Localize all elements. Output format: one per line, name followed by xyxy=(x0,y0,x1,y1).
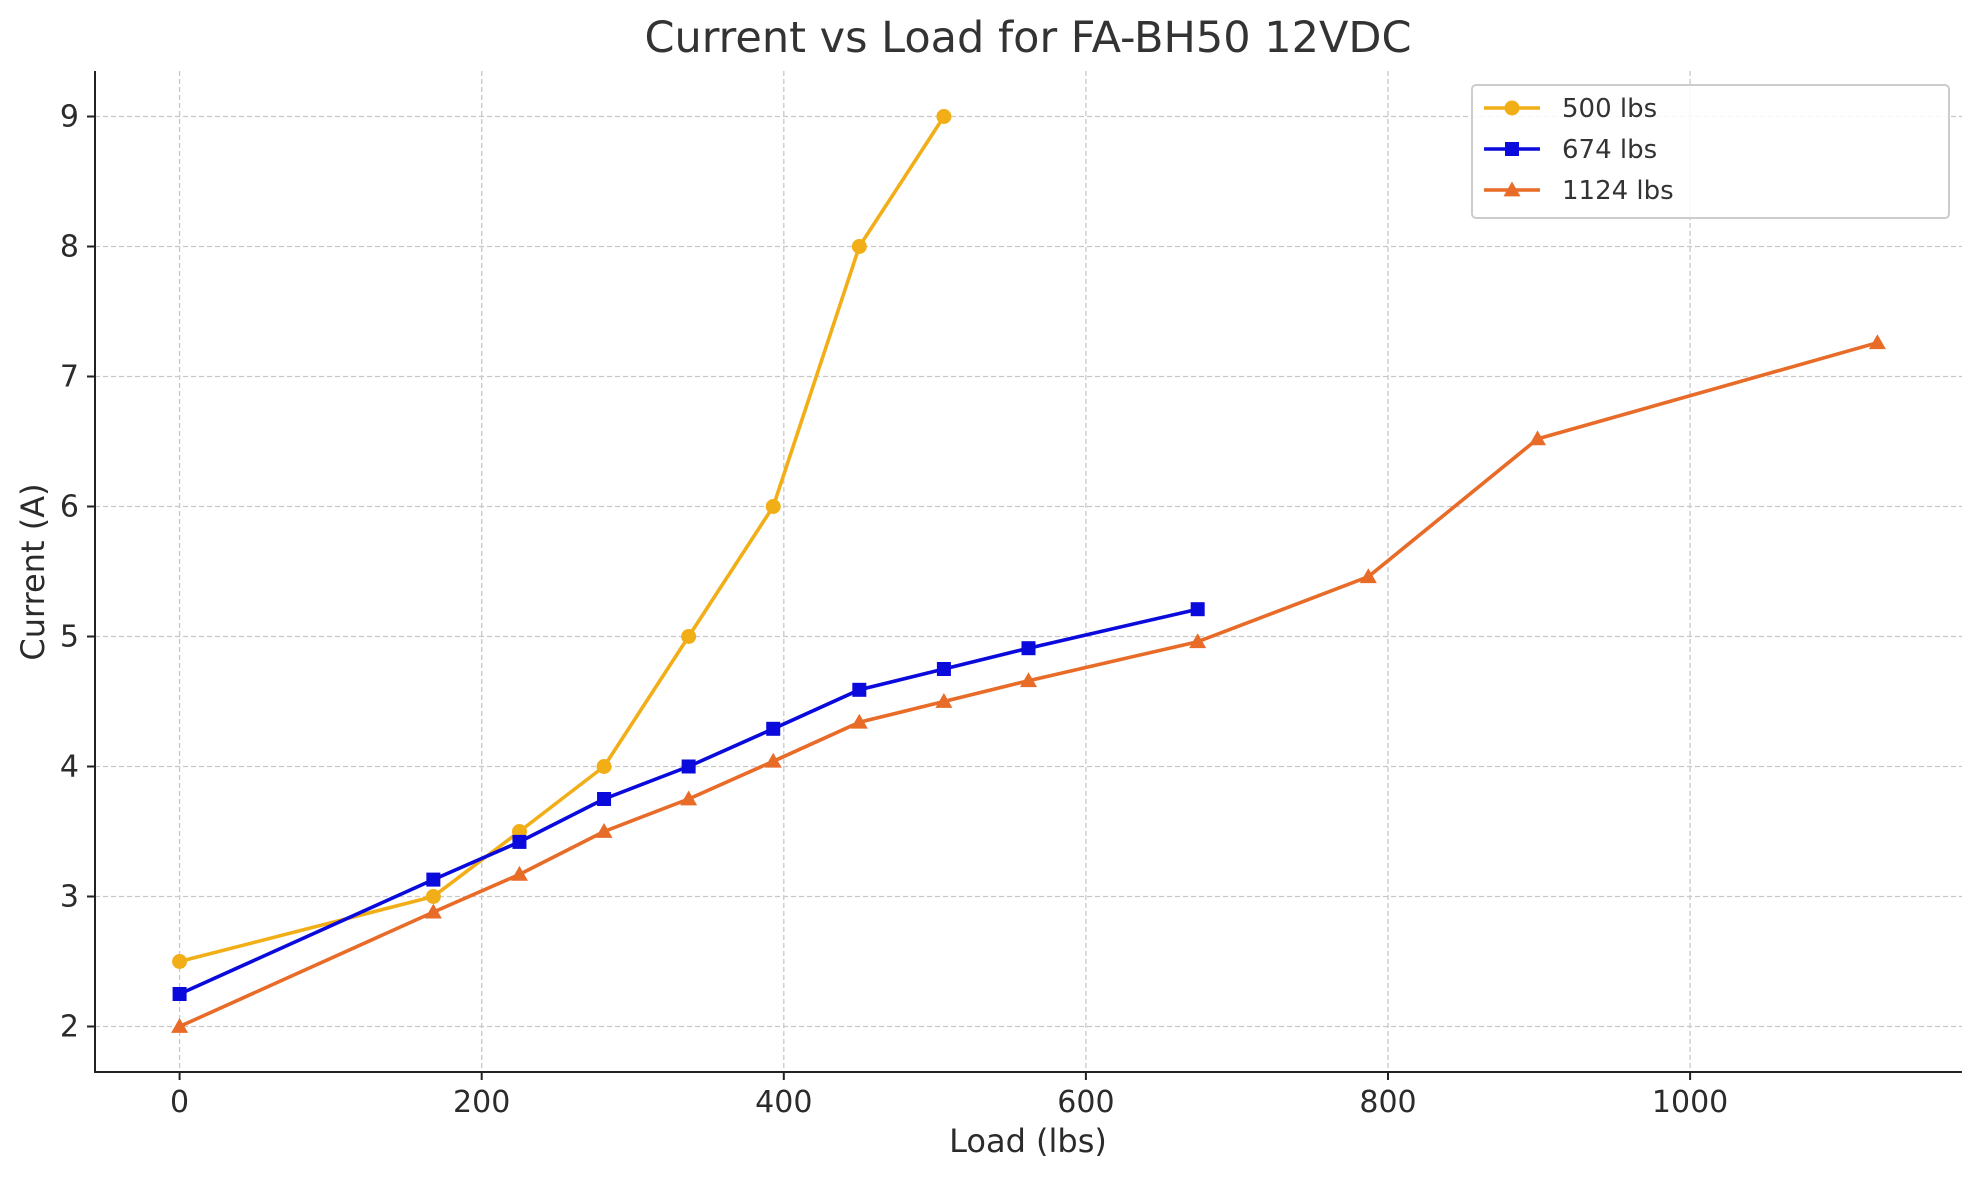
data-point xyxy=(764,752,782,768)
data-point xyxy=(850,713,868,729)
legend-label: 674 lbs xyxy=(1562,135,1657,165)
y-tick-label: 6 xyxy=(60,490,79,525)
series-line xyxy=(178,607,1199,996)
y-axis-label: Current (A) xyxy=(14,483,52,660)
data-point xyxy=(935,693,953,708)
x-tick-label: 0 xyxy=(170,1085,189,1120)
data-point xyxy=(425,889,441,904)
data-point xyxy=(595,823,613,838)
legend-marker xyxy=(1505,142,1519,156)
x-axis-label: Load (lbs) xyxy=(949,1122,1107,1160)
series-line xyxy=(179,115,946,964)
data-point xyxy=(1021,641,1036,656)
legend-label: 1124 lbs xyxy=(1562,176,1674,206)
series-1 xyxy=(172,109,952,969)
data-point xyxy=(1868,334,1886,350)
x-tick-label: 400 xyxy=(755,1085,812,1120)
y-tick-label: 2 xyxy=(60,1010,79,1045)
data-point xyxy=(1189,633,1207,649)
data-point xyxy=(596,759,612,774)
data-point xyxy=(426,872,441,887)
data-point xyxy=(172,954,188,969)
data-point xyxy=(681,759,696,774)
legend-item: 500 lbs xyxy=(1484,94,1657,124)
x-tick-label: 800 xyxy=(1359,1085,1416,1120)
ticks-layer: 0 200 400 600 800 1000 2 3 4 5 6 7 8 9 xyxy=(60,100,1728,1121)
data-point xyxy=(597,792,612,806)
y-tick-label: 4 xyxy=(60,750,79,785)
legend-items: 500 lbs 674 lbs 1124 lbs xyxy=(1484,94,1674,206)
y-tick-label: 5 xyxy=(60,620,79,655)
grid-layer xyxy=(95,71,1962,1072)
data-point xyxy=(1190,602,1205,617)
legend-marker xyxy=(1504,100,1520,116)
y-tick-label: 7 xyxy=(60,360,79,395)
data-point xyxy=(172,987,187,1001)
data-point xyxy=(936,662,951,676)
data-point xyxy=(424,903,442,919)
data-point xyxy=(680,790,698,806)
series-layer xyxy=(171,109,1886,1033)
legend-marker xyxy=(1503,181,1521,197)
y-tick-label: 8 xyxy=(60,230,79,265)
data-point xyxy=(512,834,527,849)
data-point xyxy=(510,865,528,881)
data-point xyxy=(936,109,952,124)
data-point xyxy=(171,1018,189,1033)
data-point xyxy=(1529,430,1547,446)
data-point xyxy=(1020,672,1037,688)
legend-box xyxy=(1471,84,1950,219)
legend-item: 674 lbs xyxy=(1484,135,1657,165)
series-2 xyxy=(172,602,1205,1001)
y-tick-label: 9 xyxy=(60,100,79,135)
axes-layer xyxy=(94,71,1962,1073)
data-point xyxy=(1359,568,1377,584)
data-point xyxy=(852,682,867,697)
data-point xyxy=(851,239,867,254)
y-tick-label: 3 xyxy=(60,880,79,915)
series-3 xyxy=(171,334,1886,1033)
x-tick-label: 600 xyxy=(1057,1085,1114,1120)
legend: 500 lbs 674 lbs 1124 lbs xyxy=(1471,84,1950,219)
legend-item: 1124 lbs xyxy=(1484,176,1674,206)
data-point xyxy=(766,721,781,736)
data-point xyxy=(765,499,781,514)
data-point xyxy=(681,629,697,644)
legend-label: 500 lbs xyxy=(1562,94,1657,124)
axes-spine xyxy=(94,71,1962,1073)
x-tick-label: 200 xyxy=(453,1085,510,1120)
x-tick-label: 1000 xyxy=(1652,1085,1728,1120)
chart-title: Current vs Load for FA-BH50 12VDC xyxy=(644,13,1411,63)
